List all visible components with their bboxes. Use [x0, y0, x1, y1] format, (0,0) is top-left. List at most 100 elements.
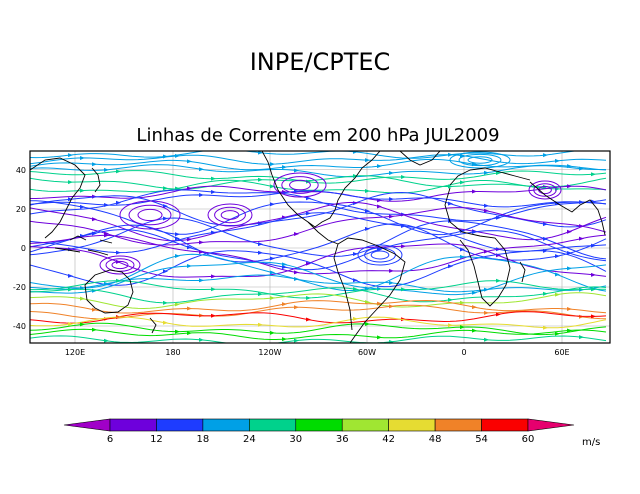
streamline-arrow	[163, 186, 168, 191]
streamline-arrow	[270, 330, 275, 335]
map-area	[29, 150, 611, 344]
colorbar-segment-5	[295, 418, 343, 432]
streamline-arrow	[92, 307, 97, 312]
coastline-north-america	[261, 151, 381, 228]
streamline-arrow	[460, 228, 465, 233]
streamline-1	[30, 154, 607, 165]
streamline-5	[30, 175, 607, 190]
streamline-0	[30, 151, 578, 159]
streamline-arrow	[294, 305, 299, 310]
lat-tick-minus20: -20	[13, 283, 26, 292]
colorbar-label-42: 42	[382, 434, 395, 445]
streamline-arrow	[270, 296, 275, 301]
streamline-arrow	[365, 226, 370, 231]
streamline-arrow	[175, 186, 180, 191]
streamline-arrow	[116, 169, 121, 174]
streamline-arrow	[555, 331, 560, 336]
streamline-arrow	[579, 236, 584, 241]
streamline-arrow	[116, 200, 121, 205]
streamline-arrow	[460, 254, 465, 259]
colorbar-label-30: 30	[289, 434, 302, 445]
coastline-asia-east	[30, 157, 86, 239]
streamline-arrow	[377, 301, 382, 306]
gyre-0-ring-2	[289, 179, 311, 191]
coastline-europe	[449, 167, 531, 186]
streamline-arrow	[448, 201, 453, 206]
gyre-3-ring-0	[207, 203, 253, 227]
colorbar-label-54: 54	[475, 434, 488, 445]
gyre-0-ring-1	[281, 176, 319, 194]
streamline-arrow	[80, 188, 85, 193]
streamline-arrow	[567, 307, 572, 312]
streamline-arrow	[353, 252, 358, 257]
streamline-arrow	[460, 300, 465, 305]
gyre-3-ring-1	[214, 206, 246, 224]
streamline-arrow	[175, 236, 180, 241]
streamline-arrow	[282, 262, 287, 267]
streamline-14	[30, 212, 607, 254]
gyre-6-ring-1	[458, 153, 502, 167]
streamline-arrow	[389, 339, 394, 343]
gyre-1-ring-0	[528, 180, 562, 200]
lon-tick-180: 180	[165, 348, 180, 357]
lon-tick-120w: 120W	[258, 348, 281, 357]
streamline-arrow	[80, 204, 85, 209]
streamline-8	[30, 190, 607, 208]
streamline-arrow	[365, 158, 370, 163]
streamline-arrow	[389, 304, 394, 309]
gyre-6-ring-0	[449, 151, 511, 169]
colorbar-segment-9	[481, 418, 529, 432]
lat-tick-40: 40	[16, 166, 26, 175]
streamline-arrow	[496, 278, 501, 283]
streamline-arrow	[270, 202, 275, 207]
streamline-arrow	[306, 196, 311, 201]
streamlines-layer	[30, 151, 607, 343]
colorbar-arrow-high	[527, 418, 575, 432]
streamline-arrow	[306, 211, 311, 216]
streamline-20	[30, 250, 607, 288]
streamline-arrow	[80, 296, 85, 301]
gyre-4-ring-2	[370, 250, 390, 260]
coastline-arabia-india	[529, 181, 606, 236]
streamline-arrow	[591, 272, 596, 277]
streamline-arrow	[199, 240, 204, 245]
streamline-23	[30, 274, 607, 293]
streamline-arrow	[211, 176, 216, 181]
streamline-arrow	[567, 184, 572, 189]
streamline-31	[30, 322, 607, 336]
coastline-layer	[30, 151, 606, 343]
gyre-5-ring-0	[99, 255, 141, 275]
streamline-arrow	[270, 256, 275, 261]
streamline-arrow	[401, 287, 406, 292]
coastline-greenland	[399, 151, 441, 166]
streamline-arrow	[116, 278, 121, 283]
streamline-arrow	[187, 264, 192, 269]
streamline-arrow	[579, 166, 584, 171]
streamline-arrow	[199, 250, 204, 255]
lat-tick-minus40: -40	[13, 322, 26, 331]
streamline-arrow	[353, 278, 358, 283]
streamline-arrow	[591, 172, 596, 177]
streamline-arrow	[389, 197, 394, 202]
colorbar-label-12: 12	[150, 434, 163, 445]
streamline-arrow	[567, 251, 572, 256]
streamline-arrow	[353, 316, 358, 321]
coastline-central-america	[307, 221, 339, 245]
streamline-arrow	[567, 266, 572, 271]
streamline-arrow	[389, 214, 394, 219]
streamline-arrow	[484, 208, 489, 213]
streamline-arrow	[460, 325, 465, 330]
streamline-arrow	[258, 151, 263, 155]
streamline-19	[30, 243, 607, 278]
lon-tick-120e: 120E	[65, 348, 85, 357]
coastline-madagascar	[519, 261, 526, 283]
streamline-6	[30, 179, 607, 194]
colorbar-label-6: 6	[107, 434, 113, 445]
streamline-arrow	[401, 224, 406, 229]
coastline-australia	[84, 269, 134, 314]
institution-title: INPE/CPTEC	[250, 48, 391, 76]
streamline-arrow	[175, 329, 180, 334]
streamline-9	[30, 189, 607, 222]
colorbar-segment-8	[434, 418, 482, 432]
